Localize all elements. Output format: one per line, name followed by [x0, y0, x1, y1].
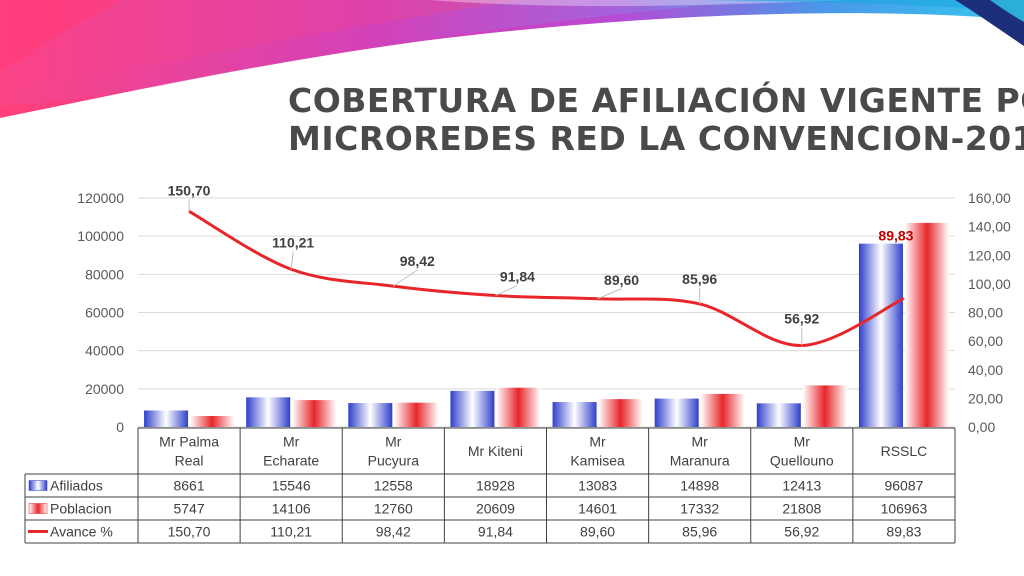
table-cell: 85,96 [682, 524, 717, 540]
decorative-swoosh-banner [0, 0, 1024, 118]
avance-data-label: 56,92 [784, 311, 819, 327]
legend-label: Afiliados [50, 478, 103, 494]
table-cell: 14898 [680, 478, 719, 494]
category-label: Mr [692, 434, 709, 450]
table-cell: 91,84 [478, 524, 513, 540]
category-label: Mr [385, 434, 402, 450]
legend-key-poblacion [28, 503, 48, 514]
bar-afiliados [654, 398, 699, 427]
table-cell: 18928 [476, 478, 515, 494]
right-axis-tick-label: 60,00 [968, 333, 1003, 349]
bar-afiliados [552, 402, 597, 427]
table-cell: 14106 [272, 501, 311, 517]
table-cell: 12413 [782, 478, 821, 494]
avance-data-label: 98,42 [400, 253, 435, 269]
legend-label: Poblacion [50, 501, 112, 517]
category-label: Real [175, 453, 204, 469]
bar-poblacion [904, 222, 949, 427]
table-cell: 56,92 [784, 524, 819, 540]
bar-afiliados [246, 397, 291, 427]
table-cell: 20609 [476, 501, 515, 517]
category-label: RSSLC [881, 443, 928, 459]
data-label-leader [495, 285, 518, 297]
avance-data-label: 150,70 [168, 182, 211, 198]
bar-poblacion [496, 387, 541, 427]
slide-title-line-1: COBERTURA DE AFILIACIÓN VIGENTE POR [288, 81, 1024, 120]
table-cell: 15546 [272, 478, 311, 494]
category-label: Kamisea [570, 453, 625, 469]
right-axis-tick-label: 160,00 [968, 190, 1011, 206]
table-cell: 21808 [782, 501, 821, 517]
left-axis-tick-label: 40000 [85, 343, 124, 359]
table-cell: 13083 [578, 478, 617, 494]
right-axis-tick-label: 100,00 [968, 276, 1011, 292]
bar-poblacion [700, 393, 745, 427]
avance-data-label: 89,83 [878, 227, 913, 243]
right-axis-tick-label: 20,00 [968, 390, 1003, 406]
category-label: Mr [283, 434, 300, 450]
legend-key-afiliados [28, 480, 48, 491]
right-axis-tick-label: 40,00 [968, 362, 1003, 378]
table-cell: 12558 [374, 478, 413, 494]
bar-afiliados [348, 403, 393, 427]
left-axis-tick-label: 100000 [77, 228, 124, 244]
bar-poblacion [292, 400, 337, 427]
category-label: Mr [589, 434, 606, 450]
data-label-leader [597, 288, 622, 300]
right-axis-tick-label: 120,00 [968, 247, 1011, 263]
data-label-leader [393, 269, 418, 287]
category-label: Maranura [670, 453, 730, 469]
table-cell: 150,70 [168, 524, 211, 540]
bar-poblacion [802, 385, 847, 427]
category-label: Echarate [263, 453, 319, 469]
left-axis-tick-label: 20000 [85, 381, 124, 397]
category-label: Pucyura [368, 453, 420, 469]
table-cell: 96087 [884, 478, 923, 494]
table-cell: 14601 [578, 501, 617, 517]
category-label: Mr Kiteni [468, 443, 523, 459]
category-label: Quellouno [770, 453, 834, 469]
bar-poblacion [598, 399, 643, 427]
legend-label: Avance % [50, 524, 113, 540]
table-cell: 98,42 [376, 524, 411, 540]
slide-title-line-2: MICROREDES RED LA CONVENCION-2017 [288, 119, 1024, 158]
data-label-leader [290, 251, 294, 270]
table-cell: 89,60 [580, 524, 615, 540]
left-axis-tick-label: 80000 [85, 266, 124, 282]
table-cell: 8661 [173, 478, 204, 494]
bar-poblacion [394, 402, 439, 427]
left-axis-tick-label: 0 [116, 419, 124, 435]
bar-afiliados [756, 403, 801, 427]
table-cell: 12760 [374, 501, 413, 517]
left-axis-tick-label: 120000 [77, 190, 124, 206]
avance-data-label: 110,21 [272, 234, 314, 250]
avance-data-label: 85,96 [682, 271, 717, 287]
right-axis-tick-label: 80,00 [968, 305, 1003, 321]
right-axis-tick-label: 140,00 [968, 219, 1011, 235]
category-label: Mr [794, 434, 811, 450]
slide-title: COBERTURA DE AFILIACIÓN VIGENTE POR MICR… [288, 81, 1024, 158]
left-axis-tick-label: 60000 [85, 305, 124, 321]
table-cell: 110,21 [270, 524, 312, 540]
avance-data-label: 89,60 [604, 272, 639, 288]
table-cell: 106963 [881, 501, 928, 517]
table-cell: 89,83 [886, 524, 921, 540]
table-cell: 5747 [173, 501, 204, 517]
bar-afiliados [144, 410, 189, 427]
bar-afiliados [450, 390, 495, 427]
avance-line [188, 210, 905, 348]
avance-data-label: 91,84 [500, 269, 535, 285]
right-axis-tick-label: 0,00 [968, 419, 995, 435]
bar-poblacion [190, 416, 235, 427]
table-cell: 17332 [680, 501, 719, 517]
bar-afiliados [858, 243, 903, 427]
category-label: Mr Palma [159, 434, 219, 450]
